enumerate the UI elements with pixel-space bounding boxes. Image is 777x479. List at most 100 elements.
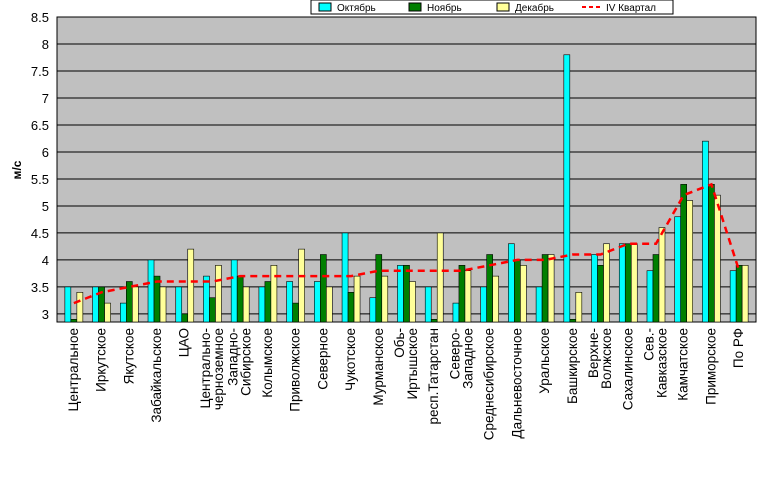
x-category-label: ЦАО xyxy=(177,328,192,357)
y-tick-label: 6 xyxy=(42,145,49,160)
x-category-label-line: Сев.- xyxy=(641,328,656,361)
y-tick-label: 5 xyxy=(42,199,49,214)
x-category-label: Верхне-Волжское xyxy=(586,328,614,389)
bar-november xyxy=(430,319,438,323)
bar-december xyxy=(381,275,389,323)
legend: Октябрь Ноябрь Декабрь IV Квартал xyxy=(310,0,674,15)
x-category-label-line: Якутское xyxy=(121,328,136,384)
x-category-label-line: Верхне- xyxy=(586,328,601,378)
bar-october xyxy=(92,286,99,323)
bar-december xyxy=(686,200,694,323)
bar-november xyxy=(209,297,216,323)
x-category-label-line: Центрально- xyxy=(198,328,213,409)
bar-october xyxy=(729,270,737,323)
bar-december xyxy=(353,275,361,323)
bar-october xyxy=(508,243,515,323)
bar-december xyxy=(547,254,555,323)
bar-october xyxy=(175,286,183,323)
x-category-label: Центральное xyxy=(66,328,81,412)
bar-november xyxy=(708,184,715,323)
x-category-label: Забайкальское xyxy=(149,328,164,423)
x-category-label-line: Северное xyxy=(315,328,330,390)
bar-november xyxy=(264,281,272,323)
bar-october xyxy=(480,286,487,323)
bar-october xyxy=(397,265,404,323)
x-category-label: Центрально-черноземное xyxy=(198,328,226,410)
x-category-label-line: Западное xyxy=(460,328,475,389)
y-axis-label: м/с xyxy=(10,160,24,179)
bar-november xyxy=(541,254,549,323)
bar-november xyxy=(347,292,355,323)
x-category-label-line: Северо- xyxy=(447,328,462,379)
bar-november xyxy=(458,265,466,323)
bar-november xyxy=(126,281,133,323)
bar-november xyxy=(624,243,632,323)
x-category-label: Среднесибирское xyxy=(482,328,497,440)
bar-november xyxy=(735,265,743,323)
x-category-label: респ.Татарстан xyxy=(426,328,441,424)
quarter-line xyxy=(73,182,741,305)
bar-december xyxy=(298,248,305,323)
x-category-label: Якутское xyxy=(121,328,136,384)
bar-october xyxy=(147,259,155,323)
y-axis-ticks: 3 3.5 4 4.5 5 5.5 6 6.5 7 7.5 8 8.5 xyxy=(31,10,49,322)
x-category-label-line: Дальневосточное xyxy=(509,328,524,439)
bars xyxy=(64,54,749,323)
bar-december xyxy=(658,227,666,323)
legend-label-october: Октябрь xyxy=(337,2,376,14)
x-category-label: Колымское xyxy=(260,328,275,398)
x-category-label-line: По РФ xyxy=(731,328,746,368)
bar-december xyxy=(520,265,527,323)
legend-box xyxy=(310,0,674,15)
bar-november xyxy=(680,184,688,323)
bar-november xyxy=(292,302,299,323)
bar-december xyxy=(270,265,278,323)
x-category-label: Приморское xyxy=(703,328,718,405)
x-category-label-line: Башкирское xyxy=(565,328,580,404)
bar-october xyxy=(535,286,543,323)
x-category-label: Приволжское xyxy=(288,328,303,412)
x-category-label-line: ЦАО xyxy=(177,328,192,357)
quarter-line-path xyxy=(73,182,741,305)
bar-october xyxy=(314,281,321,323)
bar-december xyxy=(492,275,499,323)
legend-swatch-november xyxy=(408,2,422,12)
legend-swatch-december xyxy=(496,2,510,12)
bar-december xyxy=(464,270,472,323)
x-category-label-line: Уральское xyxy=(537,328,552,394)
x-category-label-line: Иркутское xyxy=(94,328,109,392)
x-category-label: Обь-Иртышское xyxy=(392,328,420,399)
x-category-label-line: черноземное xyxy=(211,328,226,410)
x-category-label-line: Иртышское xyxy=(405,328,420,399)
bar-december xyxy=(630,243,638,323)
x-category-label: Камчатское xyxy=(676,328,691,401)
x-axis-categories: Центральное Иркутское Якутское Забайкальско… xyxy=(66,328,746,440)
bar-december xyxy=(242,286,250,323)
bar-october xyxy=(341,232,349,323)
y-tick-label: 4 xyxy=(42,253,49,268)
bar-december xyxy=(436,232,444,323)
legend-label-november: Ноябрь xyxy=(427,2,462,14)
bar-december xyxy=(159,286,167,323)
bar-november xyxy=(153,275,161,323)
bar-december xyxy=(76,292,84,323)
y-tick-label: 8 xyxy=(42,37,49,52)
bar-november xyxy=(236,275,244,323)
bar-november xyxy=(320,254,327,323)
bar-november xyxy=(569,319,577,323)
bar-december xyxy=(603,243,610,323)
x-category-label-line: Колымское xyxy=(260,328,275,398)
x-category-label: Западно-Сибирское xyxy=(226,328,254,396)
bar-october xyxy=(563,54,571,323)
x-category-label: По РФ xyxy=(731,328,746,368)
bar-december xyxy=(575,292,583,323)
x-category-label: Чукотское xyxy=(343,328,358,391)
x-category-label-line: Кавказское xyxy=(654,328,669,398)
y-tick-label: 7.5 xyxy=(31,64,49,79)
bar-october xyxy=(120,302,127,323)
legend-swatch-october xyxy=(318,2,332,12)
bar-october xyxy=(646,270,654,323)
x-category-label-line: Приморское xyxy=(703,328,718,405)
legend-label-december: Декабрь xyxy=(515,2,554,14)
bar-december xyxy=(326,286,333,323)
